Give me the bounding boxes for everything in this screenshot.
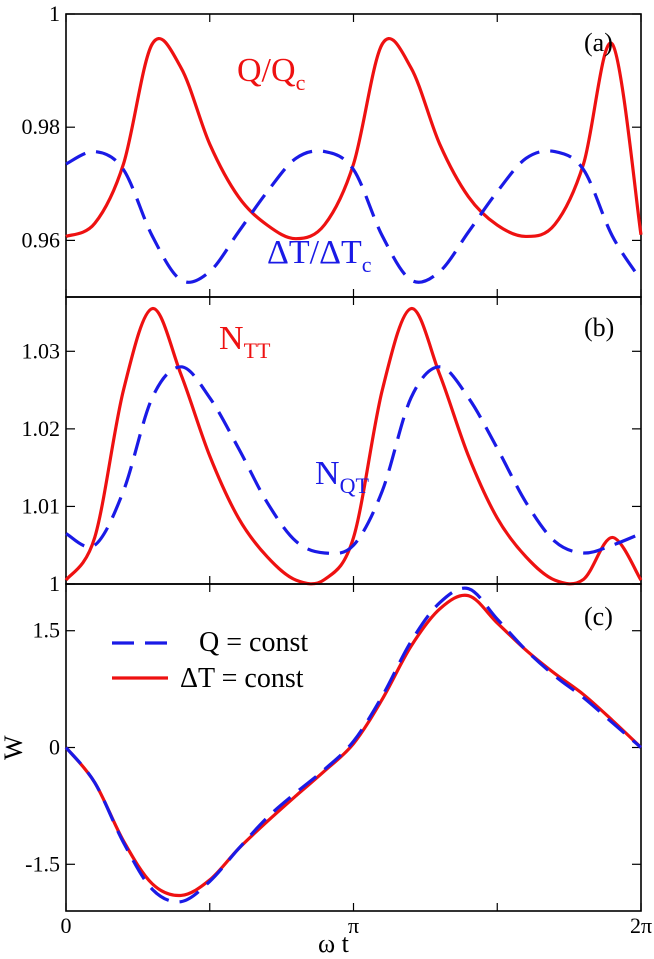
panel-b-series — [64, 307, 643, 586]
annotation-q-over-qc-main: Q/Q — [237, 52, 296, 89]
ytick-label-b-3: 1 — [49, 571, 60, 596]
annotation-q-over-qc: Q/Qc — [237, 52, 306, 95]
series-c-t-const-line — [64, 593, 643, 898]
panel-c-frame — [65, 583, 642, 912]
x-axis-label: ω t — [318, 929, 350, 958]
panel-a: 10.980.96 (a) Q/Qc ΔT/ΔTc — [22, 1, 643, 298]
panel-c-label: (c) — [584, 602, 613, 631]
series-b-ntt-line — [64, 307, 643, 586]
legend: Q = const ΔT = const — [112, 627, 308, 694]
ytick-label-a-1: 0.98 — [22, 114, 61, 139]
ytick-label-c-1: 0 — [49, 735, 60, 760]
panel-a-ticks: 1 0.98 0.96 — [22, 1, 642, 297]
annotation-dt-over-dtc-sub: c — [362, 252, 372, 277]
annotation-dt-over-dtc-main: ΔT/ΔT — [267, 234, 362, 271]
panel-b-ticks: 1.03 1.02 1.01 1 — [22, 297, 642, 596]
series-b-nqt-line — [65, 365, 642, 556]
ytick-label-a-0: 1 — [49, 1, 60, 26]
annotation-ntt-sub: TT — [244, 338, 271, 363]
panel-b: 1.031.021.011 (b) NTT NQT — [22, 296, 643, 596]
panel-c: 1.5 0 -1.5 (c) W Q = const ΔT = const — [0, 583, 643, 912]
panel-c-series — [64, 586, 643, 904]
annotation-nqt-main: N — [315, 455, 340, 492]
ytick-label-b-2: 1.01 — [22, 493, 61, 518]
ytick-label-b-1: 1.02 — [22, 416, 61, 441]
x-axis: 0 π 2π — [61, 913, 653, 938]
legend-label-q-const: Q = const — [199, 627, 308, 658]
ytick-label-b-0: 1.03 — [22, 338, 61, 363]
annotation-dt-over-dtc: ΔT/ΔTc — [267, 234, 372, 277]
annotation-nqt-sub: QT — [340, 473, 370, 498]
panel-a-series — [65, 36, 643, 284]
series-a-t-tc-line — [65, 149, 643, 284]
annotation-q-over-qc-sub: c — [296, 70, 306, 95]
xtick-label-1: π — [348, 913, 359, 938]
panel-b-label: (b) — [584, 313, 614, 342]
ytick-label-c-0: 1.5 — [33, 618, 61, 643]
xtick-label-0: 0 — [61, 913, 72, 938]
xtick-label-2: 2π — [630, 913, 652, 938]
annotation-nqt: NQT — [315, 455, 369, 498]
annotation-ntt: NTT — [219, 320, 271, 363]
panel-a-label: (a) — [584, 28, 613, 57]
y-axis-label-w: W — [0, 735, 28, 760]
panel-c-ticks: 1.5 0 -1.5 — [25, 584, 642, 911]
series-a-q-qc-line — [65, 36, 643, 241]
legend-label-dt-const: ΔT = const — [180, 663, 304, 694]
annotation-ntt-main: N — [219, 320, 244, 357]
ytick-label-a-2: 0.96 — [22, 227, 61, 252]
ytick-label-c-2: -1.5 — [25, 851, 60, 876]
series-c-q-const-line — [64, 586, 643, 904]
